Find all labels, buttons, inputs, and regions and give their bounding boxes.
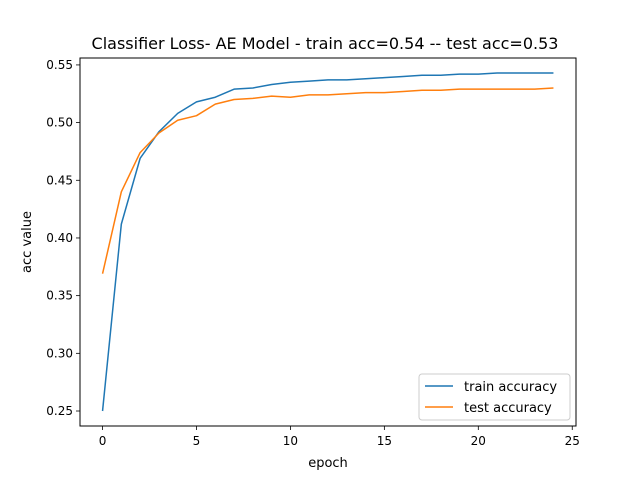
- x-tick-label: 10: [283, 434, 298, 448]
- x-tick-label: 25: [565, 434, 580, 448]
- y-axis-label: acc value: [20, 211, 35, 273]
- series-line-1: [101, 87, 554, 274]
- legend-label-1: test accuracy: [464, 401, 552, 416]
- chart-title: Classifier Loss- AE Model - train acc=0.…: [92, 34, 559, 53]
- x-axis-ticks: 0 5 10 15 20 25: [99, 426, 580, 448]
- legend-label-0: train accuracy: [464, 380, 557, 395]
- y-axis-ticks: 0.25 0.30 0.35 0.40 0.45 0.50 0.55: [46, 58, 80, 418]
- legend: train accuracy test accuracy: [418, 373, 571, 421]
- plot-lines: [101, 72, 554, 412]
- x-tick-label: 0: [99, 434, 107, 448]
- y-tick-label: 0.35: [46, 289, 73, 303]
- y-tick-label: 0.40: [46, 231, 73, 245]
- x-axis-label: epoch: [308, 456, 348, 471]
- y-tick-label: 0.55: [46, 58, 73, 72]
- legend-box: [418, 373, 571, 421]
- y-tick-label: 0.25: [46, 404, 73, 418]
- y-tick-label: 0.50: [46, 116, 73, 130]
- y-tick-label: 0.45: [46, 173, 73, 187]
- x-tick-label: 20: [471, 434, 486, 448]
- axes-frame: [79, 57, 577, 427]
- series-line-0: [101, 72, 554, 412]
- x-tick-label: 15: [377, 434, 392, 448]
- y-tick-label: 0.30: [46, 346, 73, 360]
- x-tick-label: 5: [193, 434, 201, 448]
